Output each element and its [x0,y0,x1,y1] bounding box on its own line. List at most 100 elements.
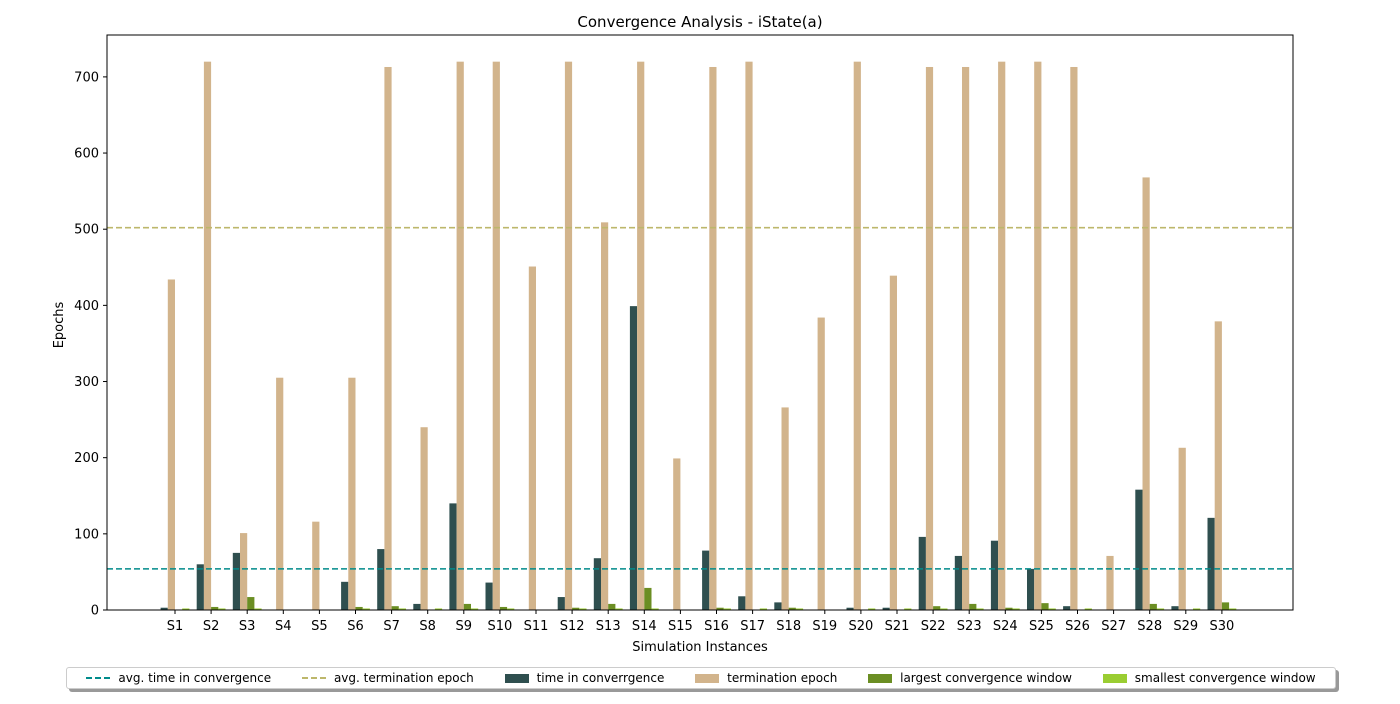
smallest-window-bar-s10 [507,608,515,610]
termination-bar-s19 [817,317,825,610]
legend-label-termination: termination epoch [727,671,838,685]
smallest-window-bar-s17 [759,608,767,610]
smallest-window-bar-s16 [723,608,731,610]
x-tick-label-s4: S4 [275,619,292,634]
termination-bar-s27 [1106,555,1114,610]
termination-bar-s18 [781,407,789,610]
x-tick-label-s6: S6 [347,619,364,634]
x-tick-label-s18: S18 [776,619,801,634]
legend-label-largest: largest convergence window [900,671,1072,685]
time-bar-s25 [1027,568,1035,610]
smallest-window-bar-s23 [976,608,984,610]
termination-bar-s16 [709,66,717,611]
termination-bar-s30 [1214,321,1222,610]
largest-window-bar-s18 [788,607,796,610]
plot-frame [106,34,1294,611]
y-tick-label-400: 400 [74,299,99,314]
termination-bar-s12 [564,61,573,611]
termination-bar-s3 [240,533,248,610]
x-tick-label-s5: S5 [311,619,328,634]
x-tick-label-s13: S13 [596,619,621,634]
termination-bar-s5 [312,521,320,610]
x-tick-label-s12: S12 [560,619,585,634]
time-bar-s22 [918,536,926,610]
x-tick-label-s10: S10 [488,619,513,634]
smallest-window-bar-s20 [868,608,876,610]
termination-bar-s8 [420,427,428,610]
legend-label-avg-time: avg. time in convergence [118,671,272,685]
time-bar-s16 [702,550,710,610]
smallest-window-bar-s8 [434,608,443,610]
legend-item-avg-time: avg. time in convergence [86,671,271,685]
chart-legend: avg. time in convergence avg. terminatio… [66,667,1336,689]
termination-bar-s11 [528,266,536,610]
smallest-window-bar-s22 [940,608,948,610]
x-tick-label-s15: S15 [668,619,693,634]
termination-bar-s15 [673,458,681,610]
smallest-window-bar-s24 [1012,608,1020,610]
termination-bar-s9 [456,61,464,611]
time-bar-s30 [1207,517,1215,610]
smallest-window-bar-s25 [1048,608,1056,610]
termination-bar-s14 [637,61,645,611]
x-tick-label-s3: S3 [239,619,256,634]
x-tick-label-s25: S25 [1029,619,1054,634]
largest-window-bar-s16 [716,607,724,610]
legend-label-avg-termination: avg. termination epoch [333,671,474,685]
largest-window-bar-s28 [1149,603,1157,610]
time-bar-s12 [557,597,565,610]
x-axis-label: Simulation Instances [632,640,768,655]
legend-swatch-smallest [1102,673,1127,683]
largest-window-bar-s2 [211,606,219,610]
time-bar-s10 [485,582,493,610]
x-tick-label-s16: S16 [704,619,729,634]
x-tick-label-s21: S21 [885,619,910,634]
time-bar-s7 [377,549,385,610]
termination-bar-s2 [203,61,212,611]
smallest-window-bar-s28 [1156,608,1165,610]
smallest-window-bar-s1 [182,608,190,610]
legend-item-avg-termination: avg. termination epoch [301,671,474,685]
time-bar-s6 [341,581,349,610]
legend-swatch-termination [695,673,720,683]
smallest-window-bar-s2 [218,608,226,610]
largest-window-bar-s9 [463,603,471,610]
termination-bar-s26 [1070,66,1078,611]
time-bar-s2 [196,564,204,610]
x-tick-label-s14: S14 [632,619,657,634]
time-bar-s1 [160,607,168,610]
y-tick-label-700: 700 [74,70,99,85]
legend-swatch-largest [868,673,893,683]
x-tick-label-s11: S11 [524,619,549,634]
time-bar-s28 [1135,489,1143,610]
termination-bar-s29 [1178,447,1186,610]
time-bar-s9 [449,503,457,610]
termination-bar-s4 [276,377,284,610]
plot-area: S1 S2 S3 S4 S5 S6 S7 S8 S9 S10 S11 S12 S13 S14 S15 S16 S… [74,61,1293,634]
smallest-window-bar-s6 [362,608,370,610]
legend-item-termination: termination epoch [695,671,837,685]
x-tick-label-s19: S19 [812,619,837,634]
y-tick-label-300: 300 [74,375,99,390]
time-bar-s18 [774,602,782,610]
time-bar-s8 [413,603,421,610]
x-tick-label-s7: S7 [383,619,400,634]
termination-bar-s20 [853,61,861,611]
x-tick-label-s29: S29 [1173,619,1198,634]
smallest-window-bar-s29 [1193,608,1201,610]
termination-bar-s1 [167,279,175,610]
legend-item-time: time in converrgence [504,671,664,685]
legend-item-smallest: smallest convergence window [1102,671,1316,685]
x-tick-label-s30: S30 [1210,619,1235,634]
largest-window-bar-s6 [355,606,363,610]
x-tick-label-s26: S26 [1065,619,1090,634]
legend-label-smallest: smallest convergence window [1134,671,1316,685]
x-tick-label-s27: S27 [1101,619,1126,634]
smallest-window-bar-s3 [254,608,262,610]
largest-window-bar-s3 [247,597,255,610]
x-tick-label-s2: S2 [203,619,220,634]
smallest-window-bar-s9 [471,608,479,610]
time-bar-s26 [1063,606,1071,610]
